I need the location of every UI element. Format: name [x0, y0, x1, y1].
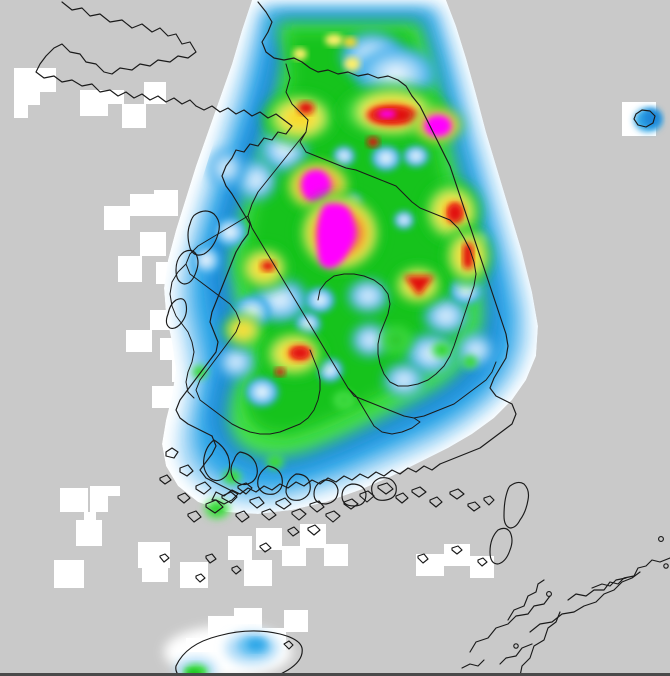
heavy-precipitation-cells: [190, 34, 494, 472]
bottom-border-rule: [0, 673, 670, 676]
coastlines: [35, 1, 517, 505]
japan-coastline: [461, 536, 670, 676]
tsushima-island: [489, 481, 530, 565]
jeju-precipitation: [164, 626, 292, 676]
cell-west-coast-band: [221, 312, 265, 348]
west-coast-islands: [165, 210, 220, 329]
ria-coast-detail: [203, 439, 397, 507]
cell-northwest-gyeonggi: [260, 90, 340, 146]
jeju-island: [175, 630, 303, 676]
ulleungdo-patch: [634, 108, 662, 132]
green-core-field: [190, 22, 496, 472]
ulleungdo-island: [633, 109, 656, 128]
province-boundaries: [169, 63, 497, 435]
